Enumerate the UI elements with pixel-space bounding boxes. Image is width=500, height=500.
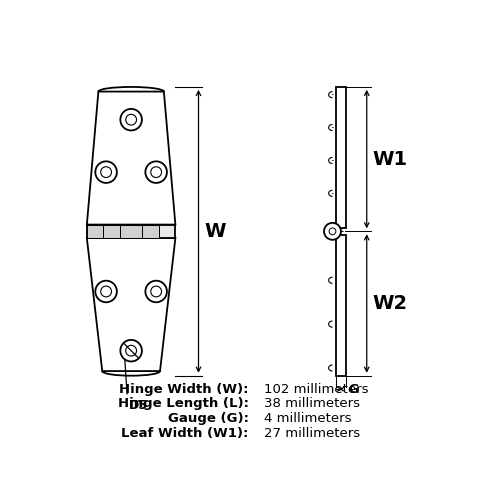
Circle shape	[96, 162, 117, 183]
Text: Gauge (G):: Gauge (G):	[168, 412, 248, 425]
Text: Hinge Width (W):: Hinge Width (W):	[119, 382, 248, 396]
Text: Leaf Width (W1):: Leaf Width (W1):	[121, 426, 248, 440]
Polygon shape	[87, 92, 176, 224]
Text: G: G	[348, 382, 359, 396]
Bar	[87, 224, 176, 238]
Text: W1: W1	[372, 150, 408, 169]
Text: 4 millimeters: 4 millimeters	[264, 412, 352, 425]
Text: 38 millimeters: 38 millimeters	[264, 398, 360, 410]
Bar	[87, 224, 103, 238]
Circle shape	[120, 340, 142, 361]
Text: 27 millimeters: 27 millimeters	[264, 426, 360, 440]
Text: 102 millimeters: 102 millimeters	[264, 382, 368, 396]
Circle shape	[146, 280, 167, 302]
Polygon shape	[87, 238, 176, 371]
Text: Hinge Length (L):: Hinge Length (L):	[118, 398, 248, 410]
Circle shape	[324, 223, 341, 240]
Text: D5: D5	[129, 399, 148, 412]
Circle shape	[146, 162, 167, 183]
Text: W2: W2	[372, 294, 408, 313]
Circle shape	[96, 280, 117, 302]
Text: W: W	[204, 222, 226, 241]
Bar	[142, 224, 160, 238]
Bar	[120, 224, 142, 238]
Bar	[336, 87, 345, 228]
Bar	[336, 234, 345, 376]
Circle shape	[120, 109, 142, 130]
Bar	[103, 224, 120, 238]
